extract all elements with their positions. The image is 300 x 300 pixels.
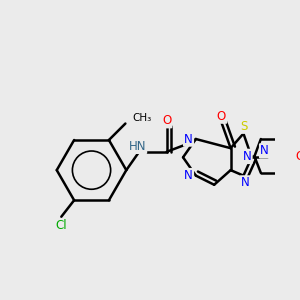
Text: N: N bbox=[243, 150, 251, 163]
Text: O: O bbox=[296, 150, 300, 163]
Text: O: O bbox=[217, 110, 226, 123]
Text: O: O bbox=[162, 114, 171, 127]
Text: N: N bbox=[260, 144, 269, 158]
Text: N: N bbox=[184, 133, 193, 146]
Text: HN: HN bbox=[128, 140, 146, 153]
Text: S: S bbox=[240, 120, 247, 133]
Text: Cl: Cl bbox=[56, 219, 67, 232]
Text: N: N bbox=[184, 169, 193, 182]
Text: CH₃: CH₃ bbox=[133, 113, 152, 123]
Text: N: N bbox=[241, 176, 250, 189]
